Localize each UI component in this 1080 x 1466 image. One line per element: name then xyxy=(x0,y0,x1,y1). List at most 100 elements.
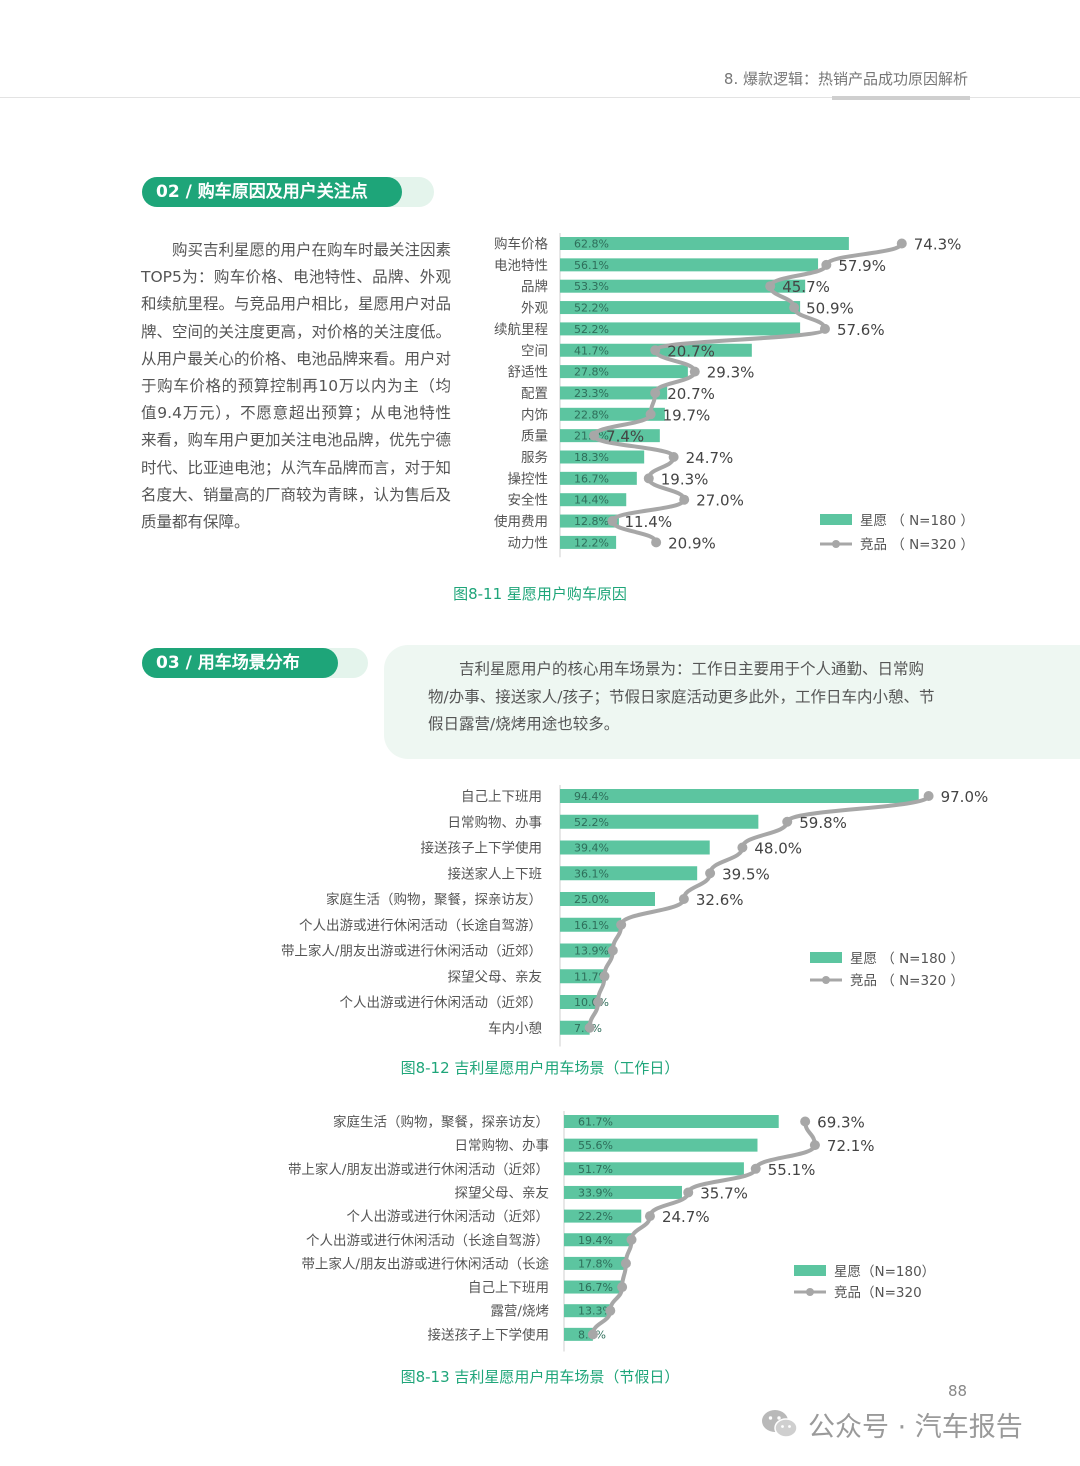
scenario-callout-box xyxy=(384,645,1080,759)
chart-2-legend-line-label: 竞品 （ N=320 ） xyxy=(850,972,964,989)
chart-1-competitor-label: 19.3% xyxy=(661,470,709,488)
chart-3-bar-label: 13.3% xyxy=(578,1305,613,1318)
chart-1-competitor-point xyxy=(589,430,600,441)
chart-2-competitor-line xyxy=(587,794,931,1030)
chart-3-bar-label: 51.7% xyxy=(578,1163,613,1176)
chart-1-competitor-label: 19.7% xyxy=(663,406,711,424)
chart-2-bar xyxy=(560,969,605,984)
chart-1-competitor-point xyxy=(819,323,830,334)
chart-1-category-label: 服务 xyxy=(521,450,548,466)
chart-3-competitor-label: 24.7% xyxy=(662,1208,710,1226)
chart-2-bar xyxy=(560,814,759,829)
chart-1-competitor-label: 7.4% xyxy=(606,428,644,446)
chart-3-competitor-label: 69.3% xyxy=(817,1114,865,1132)
chart-2-competitor-point xyxy=(737,842,748,853)
chart-2-bar-label: 13.9% xyxy=(574,945,609,958)
chart-3-bar xyxy=(564,1327,593,1341)
chart-2-competitor-point xyxy=(593,997,603,1007)
chart-3-category-label: 带上家人/朋友出游或进行休闲活动（长途 xyxy=(301,1255,549,1272)
chart-2-category-label: 家庭生活（购物，聚餐，探亲访友） xyxy=(326,891,542,908)
chart-1-legend-bar-label: 星愿 （ N=180 ） xyxy=(860,513,974,529)
chart-3-competitor-label: 35.7% xyxy=(700,1184,748,1202)
chart-3-competitor-line xyxy=(590,1119,817,1337)
chart-1-competitor-label: 74.3% xyxy=(914,236,962,254)
chart-1-competitor-point xyxy=(643,473,654,484)
chart-1-bar-label: 56.1% xyxy=(574,259,609,272)
chart-1-competitor-label: 20.9% xyxy=(668,534,716,552)
chart-1-competitor-label: 20.7% xyxy=(667,385,715,403)
chart-3-bar xyxy=(564,1185,682,1199)
chart-2-competitor-point xyxy=(616,919,627,930)
chart-2-bar-label: 52.2% xyxy=(574,816,609,829)
chart-2-category-label: 自己上下班用 xyxy=(461,789,542,805)
chart-1-bar-label: 52.2% xyxy=(574,302,609,315)
chart-2-category-label: 探望父母、亲友 xyxy=(448,969,543,985)
chart-1-category-label: 外观 xyxy=(521,301,549,317)
chart-1-bar xyxy=(560,237,849,250)
chart-3-legend-line-label: 竞品（N=320 xyxy=(834,1284,922,1301)
chart-2-bar xyxy=(560,943,613,958)
chart-2-bar-label: 25.0% xyxy=(574,893,609,906)
section-02-heading: 02 / 购车原因及用户关注点 xyxy=(142,177,434,207)
chart-2-category-label: 带上家人/朋友出游或进行休闲活动（近郊） xyxy=(281,943,542,960)
chart-3-category-label: 露营/烧烤 xyxy=(490,1304,549,1320)
chart-1-bar xyxy=(560,279,806,293)
chart-1-bar xyxy=(560,535,617,549)
chart-3-category-label: 探望父母、亲友 xyxy=(455,1185,550,1201)
chart-1-competitor-point xyxy=(668,452,679,462)
chart-3-competitor-point xyxy=(750,1163,761,1174)
scenario-callout-text: 吉利星愿用户的核心用车场景为：工作日主要用于个人通勤、日常购物/办事、接送家人/… xyxy=(428,660,935,734)
chart-1-competitor-label: 27.0% xyxy=(696,492,744,510)
chart-3-category-label: 家庭生活（购物，聚餐，探亲访友） xyxy=(333,1114,549,1131)
chart-1-bar-label: 53.3% xyxy=(574,280,609,293)
chart-2-competitor-label: 59.8% xyxy=(799,814,847,832)
chart-3-legend-bar-swatch xyxy=(794,1265,826,1276)
chart-2-competitor-point xyxy=(782,816,793,827)
chart-2-bar-label: 16.1% xyxy=(574,919,609,932)
chart-1-competitor-point xyxy=(679,494,690,505)
chart-1-competitor-point xyxy=(765,281,776,292)
chart-3-competitor-point xyxy=(620,1258,631,1269)
chart-3-bar-label: 16.7% xyxy=(578,1281,613,1294)
chart-2-bar-label: 39.4% xyxy=(574,842,609,855)
chart-3-category-label: 自己上下班用 xyxy=(468,1280,549,1296)
watermark: 公众号 · 汽车报告 xyxy=(760,1404,1023,1444)
chart-3-competitor-label: 72.1% xyxy=(827,1137,875,1155)
chart-2-competitor-label: 39.5% xyxy=(722,865,770,883)
chart-2-caption: 图8-12 吉利星愿用户用车场景（工作日） xyxy=(400,1059,680,1077)
chart-1-bar xyxy=(560,514,619,528)
chart-1-competitor-point xyxy=(645,409,656,420)
chart-1-category-label: 配置 xyxy=(521,386,548,402)
chart-3-competitor-point xyxy=(644,1211,655,1222)
header-accent-bar xyxy=(832,96,970,100)
chart-1-competitor-point xyxy=(650,387,661,398)
chart-3-category-label: 个人出游或进行休闲活动（长途自驾游） xyxy=(306,1232,549,1249)
chart-2-competitor-point xyxy=(923,791,934,801)
chart-2-bar xyxy=(560,1020,590,1035)
page-number: 88 xyxy=(948,1382,968,1400)
chart-2-legend-bar-swatch xyxy=(810,952,842,963)
chart-3-bar-label: 19.4% xyxy=(578,1234,613,1247)
chart-2-bar xyxy=(560,789,919,803)
chart-3-category-label: 带上家人/朋友出游或进行休闲活动（近郊） xyxy=(288,1161,549,1178)
chart-1-competitor-point xyxy=(789,302,800,313)
chart-1-category-label: 品牌 xyxy=(521,278,548,295)
chart-1-bar xyxy=(560,386,668,400)
chart-2-competitor-point xyxy=(678,894,689,904)
chart-3-bar xyxy=(564,1304,611,1318)
chart-3-bar xyxy=(564,1280,623,1294)
chart-1-category-label: 动力性 xyxy=(508,535,549,551)
chart-1-caption: 图8-11 星愿用户购车原因 xyxy=(453,585,627,603)
chart-1-bar-label: 18.3% xyxy=(574,451,609,464)
chart-2-bar xyxy=(560,892,655,906)
chart-2-category-label: 接送家人上下班 xyxy=(448,865,543,882)
chart-2-competitor-label: 48.0% xyxy=(754,840,802,858)
chart-3-competitor-point xyxy=(626,1234,637,1245)
chart-1-bar-label: 23.3% xyxy=(574,387,609,400)
chart-2-competitor-label: 32.6% xyxy=(696,891,744,909)
chart-1-category-label: 安全性 xyxy=(508,492,549,509)
chart-3-bar-label: 33.9% xyxy=(578,1186,613,1199)
chart-3-bar xyxy=(564,1256,626,1270)
chart-3-competitor-point xyxy=(800,1116,811,1127)
section-03-heading: 03 / 用车场景分布 xyxy=(142,648,368,678)
